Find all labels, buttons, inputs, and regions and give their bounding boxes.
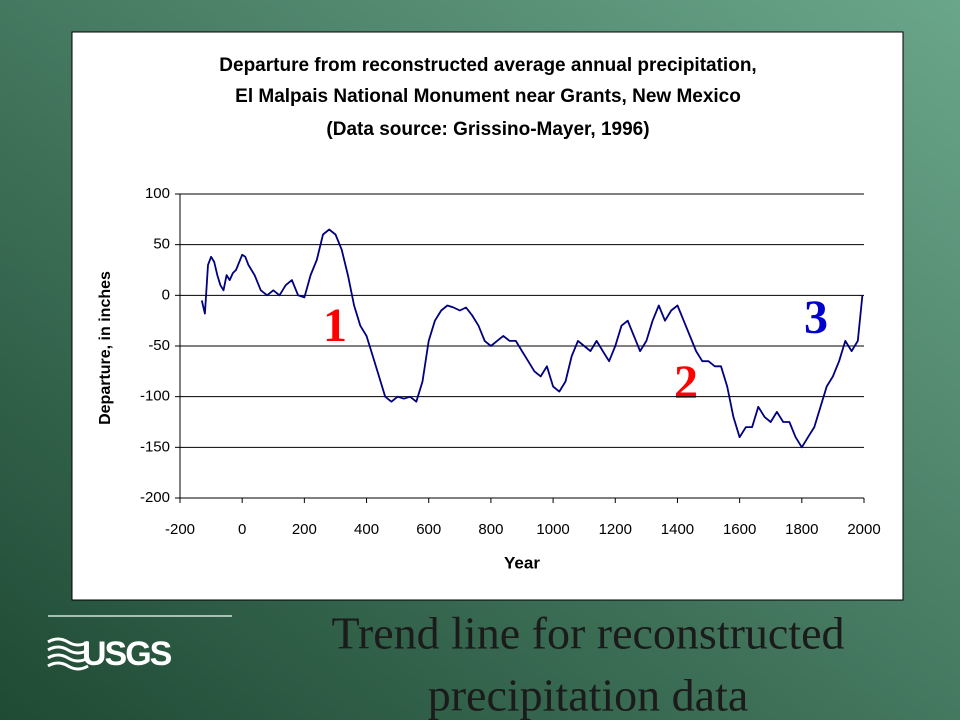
x-tick-label: -200 — [165, 521, 195, 538]
caption: Trend line for reconstructed — [331, 608, 844, 659]
chart-subtitle: (Data source: Grissino-Mayer, 1996) — [326, 119, 649, 140]
logo-text: USGS — [82, 635, 172, 673]
y-tick-label: 50 — [153, 236, 170, 253]
x-tick-label: 600 — [416, 521, 441, 538]
annotation: 3 — [804, 291, 828, 344]
x-tick-label: 200 — [292, 521, 317, 538]
annotation: 1 — [323, 299, 347, 352]
x-tick-label: 1400 — [661, 521, 694, 538]
x-tick-label: 2000 — [847, 521, 880, 538]
annotation: 2 — [674, 356, 698, 409]
x-tick-label: 1800 — [785, 521, 818, 538]
caption: precipitation data — [428, 670, 749, 720]
y-tick-label: -100 — [140, 388, 170, 405]
x-tick-label: 0 — [238, 521, 246, 538]
x-tick-label: 1600 — [723, 521, 756, 538]
y-tick-label: -150 — [140, 438, 170, 455]
y-tick-label: -200 — [140, 489, 170, 506]
y-tick-label: -50 — [148, 337, 170, 354]
logo-waves — [47, 637, 89, 671]
chart-title: El Malpais National Monument near Grants… — [235, 86, 741, 107]
chart-frame — [71, 31, 904, 601]
x-tick-label: 1000 — [536, 521, 569, 538]
x-tick-label: 1200 — [599, 521, 632, 538]
chart-title: Departure from reconstructed average ann… — [219, 55, 756, 76]
y-axis-label: Departure, in inches — [97, 271, 114, 425]
usgs-logo: USGS — [47, 635, 174, 673]
x-tick-label: 400 — [354, 521, 379, 538]
y-tick-label: 100 — [145, 185, 170, 202]
y-tick-label: 0 — [162, 286, 170, 303]
x-axis-label: Year — [504, 553, 540, 572]
x-tick-label: 800 — [478, 521, 503, 538]
data-line — [200, 228, 864, 449]
